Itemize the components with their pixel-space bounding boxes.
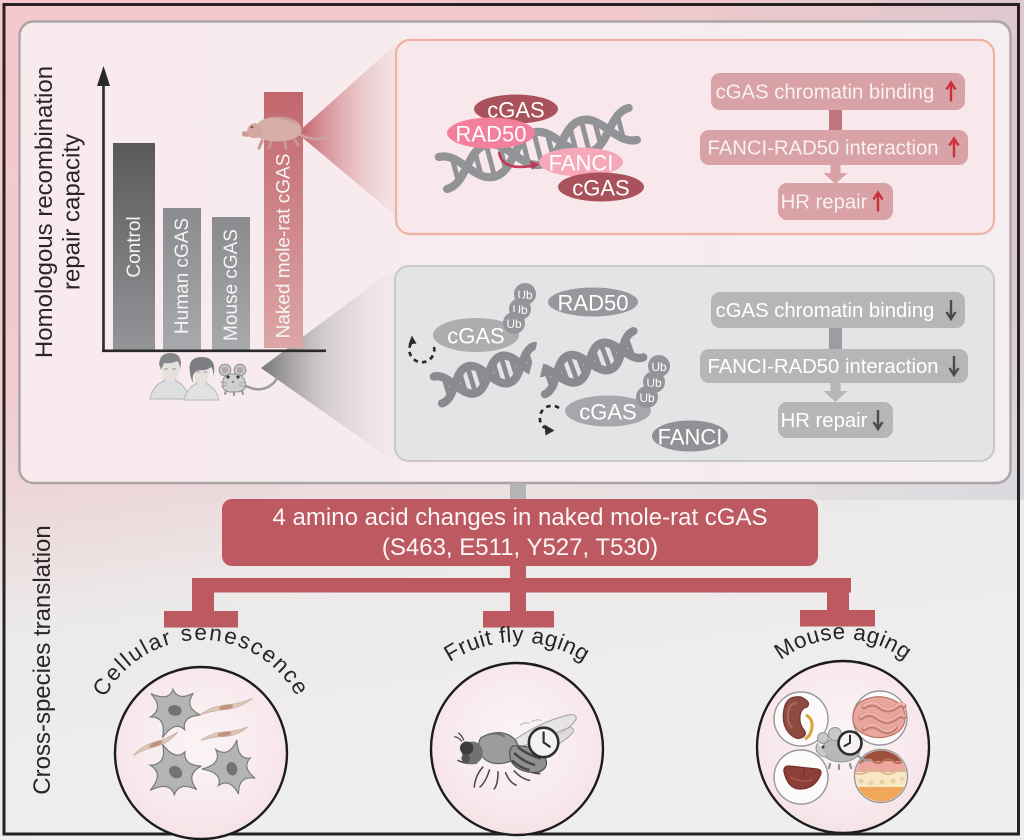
svg-text:repair capacity: repair capacity — [59, 134, 86, 290]
svg-text:Ub: Ub — [651, 360, 667, 374]
svg-text:FANCI-RAD50 interaction: FANCI-RAD50 interaction — [707, 356, 938, 378]
svg-text:FANCI-RAD50 interaction: FANCI-RAD50 interaction — [707, 138, 938, 160]
svg-text:cGAS chromatin binding: cGAS chromatin binding — [716, 82, 935, 104]
svg-text:Cross-species translation: Cross-species translation — [29, 525, 56, 794]
svg-text:Ub: Ub — [506, 317, 522, 331]
svg-text:Homologous recombination: Homologous recombination — [31, 66, 58, 358]
svg-text:Naked mole-rat cGAS: Naked mole-rat cGAS — [274, 154, 295, 339]
svg-text:cGAS: cGAS — [447, 324, 504, 349]
svg-text:Mouse cGAS: Mouse cGAS — [221, 229, 242, 341]
svg-text:FANCI: FANCI — [549, 151, 614, 176]
svg-text:(S463, E511, Y527, T530): (S463, E511, Y527, T530) — [382, 534, 658, 561]
svg-text:4 amino acid changes in naked: 4 amino acid changes in naked mole-rat c… — [273, 504, 768, 531]
svg-text:HR repair: HR repair — [781, 410, 868, 432]
svg-text:cGAS chromatin binding: cGAS chromatin binding — [716, 300, 935, 322]
svg-text:HR repair: HR repair — [781, 192, 868, 214]
svg-text:FANCI: FANCI — [658, 425, 723, 450]
svg-text:RAD50: RAD50 — [456, 122, 527, 147]
svg-text:RAD50: RAD50 — [558, 291, 629, 316]
svg-text:Human cGAS: Human cGAS — [172, 218, 193, 334]
svg-text:Ub: Ub — [646, 376, 662, 390]
svg-text:cGAS: cGAS — [579, 400, 636, 425]
svg-text:Ub: Ub — [639, 391, 655, 405]
svg-text:cGAS: cGAS — [572, 176, 629, 201]
svg-text:Control: Control — [124, 216, 145, 277]
